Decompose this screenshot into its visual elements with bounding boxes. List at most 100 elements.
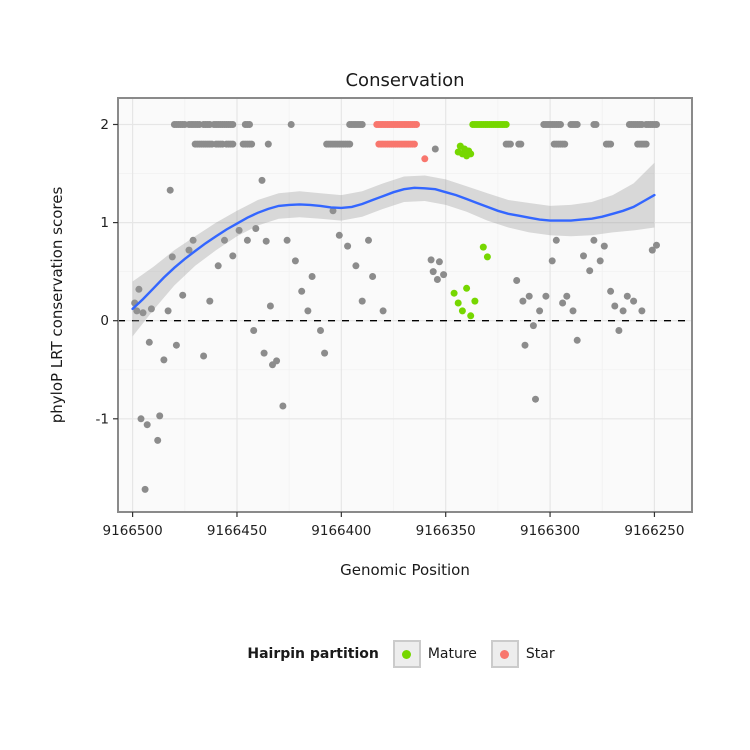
other-point	[135, 285, 143, 293]
mature-point	[458, 307, 466, 315]
legend-title: Hairpin partition	[247, 646, 379, 662]
other-point	[358, 297, 366, 305]
other-point	[569, 307, 577, 315]
other-point	[147, 305, 155, 313]
y-tick-label: 0	[100, 313, 109, 329]
y-tick-label: 2	[100, 117, 109, 133]
other-point	[630, 297, 638, 305]
other-point	[580, 252, 587, 260]
other-point	[229, 121, 237, 128]
confidence-ribbon	[132, 162, 655, 337]
other-point	[433, 276, 441, 283]
legend-label-mature: Mature	[427, 646, 477, 662]
other-point	[172, 341, 180, 349]
other-point	[548, 257, 556, 265]
other-point	[185, 246, 193, 254]
other-point	[264, 140, 272, 148]
mature-point	[471, 297, 479, 305]
other-point	[346, 140, 354, 148]
other-point	[335, 231, 343, 239]
x-tick-label: 9166450	[207, 523, 267, 539]
other-point	[160, 356, 168, 364]
other-point	[542, 292, 550, 300]
legend-label-star: Star	[525, 646, 555, 662]
other-point	[429, 268, 437, 276]
legend: Hairpin partition Mature Star	[0, 640, 750, 668]
other-point	[156, 412, 164, 420]
legend-key-star	[490, 640, 519, 668]
other-point	[365, 236, 372, 244]
other-point	[536, 307, 544, 315]
other-point	[352, 262, 360, 270]
other-point	[246, 121, 253, 128]
other-point	[563, 292, 571, 300]
other-point	[200, 352, 208, 360]
other-point	[532, 395, 539, 403]
y-tick-label: -1	[96, 411, 109, 427]
other-point	[648, 246, 656, 254]
other-point	[164, 307, 172, 315]
other-point	[427, 256, 435, 264]
x-tick-label: 9166300	[520, 523, 580, 539]
other-point	[179, 291, 187, 299]
other-point	[250, 327, 258, 334]
other-point	[600, 242, 608, 250]
mature-point	[467, 150, 475, 158]
other-point	[529, 322, 537, 330]
y-axis-title: phyloP LRT conservation scores	[48, 186, 66, 424]
other-point	[214, 262, 222, 270]
other-point	[317, 327, 324, 334]
other-point	[168, 253, 176, 261]
other-point	[283, 236, 291, 244]
chart-title: Conservation	[345, 70, 465, 91]
x-tick-label: 9166350	[416, 523, 476, 539]
star-point-icon	[500, 649, 510, 659]
other-point	[623, 292, 631, 300]
x-tick-label: 9166500	[103, 523, 163, 539]
other-point	[369, 273, 377, 280]
mature-point	[479, 243, 487, 251]
panel-border	[117, 97, 693, 513]
other-point	[235, 226, 243, 234]
mature-point	[463, 284, 471, 292]
legend-entry-star: Star	[490, 640, 555, 668]
y-tick-label: 1	[100, 215, 109, 231]
other-point	[344, 242, 352, 250]
x-tick-label: 9166400	[311, 523, 371, 539]
other-point	[308, 273, 316, 280]
other-point	[611, 302, 619, 310]
other-point	[258, 176, 266, 184]
other-point	[329, 207, 337, 215]
other-point	[517, 140, 525, 148]
other-point	[279, 402, 287, 410]
other-point	[513, 277, 521, 284]
other-point	[321, 349, 329, 357]
other-point	[229, 140, 237, 148]
other-point	[653, 121, 660, 128]
legend-entry-mature: Mature	[392, 640, 477, 668]
other-point	[145, 338, 153, 346]
other-point	[304, 307, 312, 315]
other-point	[133, 307, 141, 315]
smooth-line	[131, 186, 656, 311]
other-point	[653, 241, 660, 249]
other-point	[287, 121, 295, 128]
other-point	[592, 121, 600, 128]
other-point	[298, 287, 306, 295]
other-point	[521, 341, 529, 349]
other-point	[519, 297, 527, 305]
other-point	[243, 236, 251, 244]
other-point	[573, 336, 581, 344]
other-point	[607, 287, 615, 295]
other-point	[431, 145, 439, 153]
other-point	[166, 186, 174, 194]
other-point	[260, 349, 268, 357]
other-point	[552, 236, 560, 244]
other-point	[358, 121, 366, 128]
star-point	[413, 121, 420, 128]
other-point	[435, 258, 443, 266]
other-point	[248, 140, 256, 148]
other-point	[266, 302, 274, 310]
other-point	[619, 307, 627, 315]
